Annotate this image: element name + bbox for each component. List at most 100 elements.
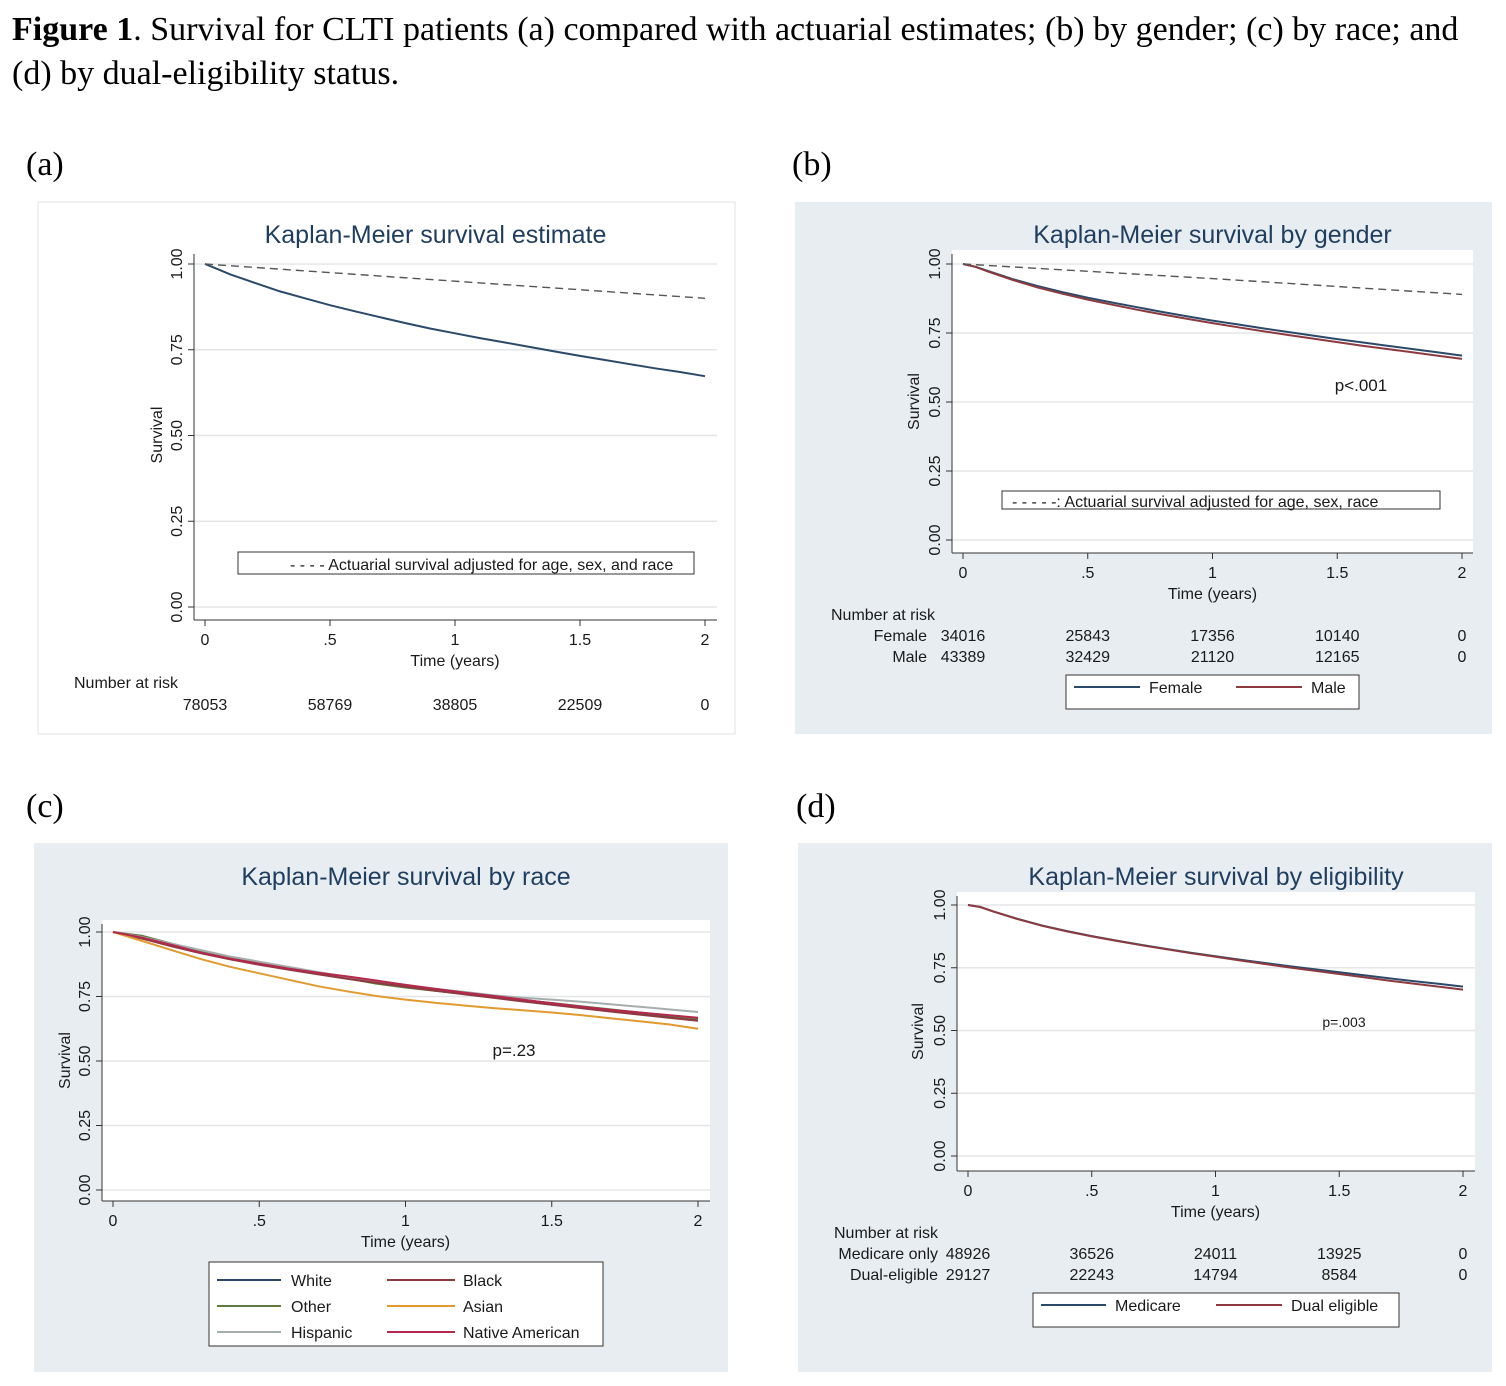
- chart4-series-line-dual-eligible: [967, 904, 1464, 991]
- panel-label-a: (a): [26, 146, 64, 183]
- chart4-y-tick-label: 1.00: [932, 889, 949, 920]
- chart3-legend-label: Native American: [463, 1325, 580, 1342]
- chart4-legend-label: Dual eligible: [1291, 1298, 1378, 1315]
- chart2-title: Kaplan-Meier survival by gender: [1033, 221, 1392, 249]
- chart4-x-tick-label: 0: [964, 1183, 973, 1200]
- chart2-risk-table-title: Number at risk: [831, 607, 936, 624]
- chart2-y-tick-label: 0.25: [927, 455, 944, 486]
- chart1-risk-value: 38805: [433, 697, 478, 714]
- chart3-legend-label: Black: [463, 1273, 503, 1290]
- chart2-y-tick-label: 1.00: [927, 248, 944, 279]
- chart2-annotation-text: - - - - -: Actuarial survival adjusted f…: [1012, 494, 1378, 511]
- chart2-x-axis-label: Time (years): [1168, 586, 1257, 603]
- chart2-risk-value: 0: [1458, 628, 1467, 645]
- chart3-x-tick-label: 1: [401, 1213, 410, 1230]
- chart3-x-axis-label: Time (years): [361, 1234, 450, 1251]
- chart4-y-tick-label: 0.75: [932, 952, 949, 983]
- chart2-x-tick-label: 1: [1208, 565, 1217, 582]
- chart3-pvalue: p=.23: [492, 1041, 535, 1060]
- chart1-x-tick-label: .5: [323, 632, 336, 649]
- chart3-x-tick-label: 2: [694, 1213, 703, 1230]
- chart1-risk-value: 78053: [183, 697, 228, 714]
- chart4-y-tick-label: 0.50: [932, 1015, 949, 1046]
- chart1-x-tick-label: 2: [701, 632, 710, 649]
- chart4-y-tick-label: 0.25: [932, 1078, 949, 1109]
- chart4-risk-table-title: Number at risk: [834, 1225, 939, 1242]
- chart2-legend-label: Female: [1149, 680, 1202, 697]
- chart1-x-tick-label: 0: [201, 632, 210, 649]
- chart3-legend-label: Asian: [463, 1299, 503, 1316]
- chart3-y-tick-label: 0.00: [77, 1174, 94, 1205]
- chart2-legend-label: Male: [1311, 680, 1346, 697]
- chart4-risk-value: 29127: [946, 1267, 991, 1284]
- chart2-annotation-box: [1001, 490, 1441, 510]
- chart2-x-tick-label: .5: [1081, 565, 1094, 582]
- chart4-risk-value: 36526: [1070, 1246, 1115, 1263]
- chart4-risk-value: 22243: [1070, 1267, 1115, 1284]
- chart1-risk-value: 22509: [558, 697, 603, 714]
- chart2-risk-value: 10140: [1315, 628, 1360, 645]
- chart1-risk-value: 0: [701, 697, 710, 714]
- chart4-plot-area: [957, 892, 1475, 1171]
- chart4-risk-value: 0: [1459, 1246, 1468, 1263]
- chart4-risk-value: 14794: [1193, 1267, 1238, 1284]
- chart2-risk-value: 0: [1458, 649, 1467, 666]
- chart2-legend: [1065, 674, 1360, 710]
- chart1-x-tick-label: 1.5: [569, 632, 591, 649]
- chart2-y-tick-label: 0.75: [927, 317, 944, 348]
- chart2-risk-value: 25843: [1066, 628, 1111, 645]
- chart1-y-tick-label: 0.00: [169, 591, 186, 622]
- figure-caption: Figure 1. Survival for CLTI patients (a)…: [12, 8, 1502, 96]
- chart1-annotation-box: [237, 551, 695, 575]
- chart1-x-tick-label: 1: [451, 632, 460, 649]
- chart1-y-axis-label: Survival: [149, 407, 166, 464]
- chart3-title: Kaplan-Meier survival by race: [241, 863, 570, 891]
- chart2-risk-value: 21120: [1191, 649, 1234, 666]
- chart4-risk-value: 0: [1459, 1267, 1468, 1284]
- chart3-series-line-native-american: [112, 931, 699, 1019]
- chart2-y-axis-label: Survival: [906, 373, 923, 430]
- chart3-y-tick-label: 1.00: [77, 916, 94, 947]
- chart2-y-tick-label: 0.50: [927, 386, 944, 417]
- chart2-x-tick-label: 2: [1458, 565, 1467, 582]
- panel-label-d: (d): [796, 788, 836, 825]
- chart2-x-tick-label: 0: [959, 565, 968, 582]
- chart4-x-tick-label: 2: [1459, 1183, 1468, 1200]
- chart1-risk-table-title: Number at risk: [74, 675, 179, 692]
- chart2-risk-row-label: Female: [874, 628, 927, 645]
- chart1-y-tick-label: 1.00: [169, 248, 186, 279]
- chart2-x-tick-label: 1.5: [1326, 565, 1348, 582]
- chart4-x-tick-label: 1: [1211, 1183, 1220, 1200]
- chart2-risk-value: 32429: [1066, 649, 1111, 666]
- chart4-risk-value: 48926: [946, 1246, 991, 1263]
- chart1-annotation-text: - - - - Actuarial survival adjusted for …: [290, 557, 673, 574]
- chart3-x-tick-label: .5: [253, 1213, 266, 1230]
- chart1-risk-value: 58769: [308, 697, 353, 714]
- chart2-risk-value: 12165: [1315, 649, 1360, 666]
- chart4-legend-label: Medicare: [1115, 1298, 1181, 1315]
- chart4-x-tick-label: .5: [1085, 1183, 1098, 1200]
- chart3-x-tick-label: 0: [109, 1213, 118, 1230]
- chart3-legend-label: Hispanic: [291, 1325, 352, 1342]
- caption-text: . Survival for CLTI patients (a) compare…: [12, 11, 1459, 92]
- chart4-y-axis-label: Survival: [910, 1003, 927, 1060]
- chart1-x-axis-label: Time (years): [410, 653, 499, 670]
- chart3-y-tick-label: 0.50: [77, 1045, 94, 1076]
- chart2-pvalue: p<.001: [1335, 376, 1387, 395]
- chart4-risk-row-label: Dual-eligible: [850, 1267, 938, 1284]
- chart4-risk-value: 24011: [1194, 1246, 1237, 1263]
- chart2-risk-value: 34016: [941, 628, 986, 645]
- chart2-risk-value: 17356: [1190, 628, 1235, 645]
- chart3-y-tick-label: 0.25: [77, 1110, 94, 1141]
- chart1-title: Kaplan-Meier survival estimate: [265, 221, 607, 249]
- chart3-x-tick-label: 1.5: [541, 1213, 563, 1230]
- panel-label-c: (c): [26, 788, 64, 825]
- chart4-pvalue: p=.003: [1322, 1014, 1365, 1030]
- chart1-series-line-actuarial: [204, 263, 706, 299]
- chart2-series-line-male: [962, 263, 1463, 360]
- chart4-risk-row-label: Medicare only: [838, 1246, 938, 1263]
- chart1-y-tick-label: 0.25: [169, 506, 186, 537]
- chart4-risk-value: 13925: [1317, 1246, 1362, 1263]
- chart4-y-tick-label: 0.00: [932, 1140, 949, 1171]
